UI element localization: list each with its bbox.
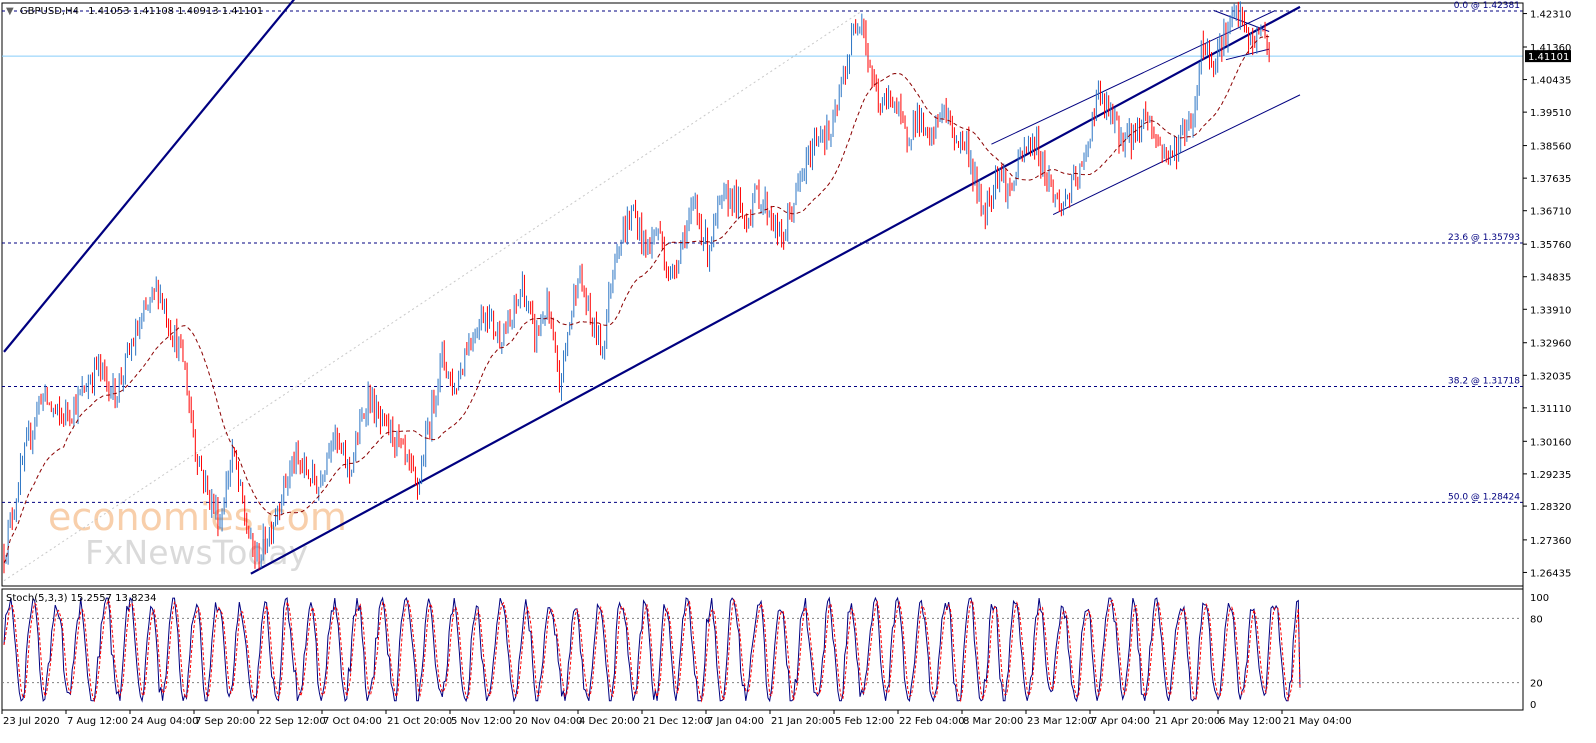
stoch-tick-label: 80 xyxy=(1530,614,1543,625)
axis-panel xyxy=(1524,0,1596,743)
x-tick-label: 21 Jan 20:00 xyxy=(771,716,834,727)
y-tick-label: 1.35760 xyxy=(1530,240,1571,251)
y-tick-label: 1.36710 xyxy=(1530,207,1571,218)
x-tick-label: 7 Aug 12:00 xyxy=(67,716,128,727)
x-tick-label: 22 Feb 04:00 xyxy=(899,716,965,727)
x-tick-label: 21 May 04:00 xyxy=(1283,716,1352,727)
y-tick-label: 1.26435 xyxy=(1530,568,1571,579)
stoch-main-line xyxy=(3,596,1301,703)
y-tick-label: 1.39510 xyxy=(1530,108,1571,119)
x-tick-label: 7 Sep 20:00 xyxy=(195,716,255,727)
x-tick-label: 5 Nov 12:00 xyxy=(451,716,512,727)
x-tick-label: 4 Dec 20:00 xyxy=(579,716,640,727)
x-tick-label: 21 Apr 20:00 xyxy=(1155,716,1220,727)
stoch-tick-label: 0 xyxy=(1530,700,1536,711)
wedge-lower xyxy=(1225,48,1270,61)
fib-level-label: 50.0 @ 1.28424 xyxy=(1448,492,1520,502)
time-axis: 23 Jul 2020 7 Aug 12:00 24 Aug 04:007 Sep … xyxy=(1,710,1352,727)
x-tick-label: 7 Oct 04:00 xyxy=(323,716,382,727)
x-tick-label: 24 Aug 04:00 xyxy=(131,716,198,727)
current-price-tag xyxy=(1525,50,1571,63)
x-tick-label: 6 May 12:00 xyxy=(1219,716,1281,727)
watermark-fxnewstoday: FxNewsToday xyxy=(85,533,308,572)
fib-level-label: 0.0 @ 1.42381 xyxy=(1454,1,1520,11)
fib-anchor-line xyxy=(3,10,863,582)
header-ohlc: 1.41053 1.41108 1.40913 1.41101 xyxy=(88,6,263,17)
y-tick-label: 1.42310 xyxy=(1530,10,1571,21)
x-tick-label: 22 Sep 12:00 xyxy=(259,716,326,727)
fibonacci-levels: 0.0 @ 1.42381 23.6 @ 1.35793 38.2 @ 1.3171… xyxy=(2,1,1523,503)
x-tick-label: 23 Jul 2020 xyxy=(3,716,60,727)
y-tick-label: 1.32035 xyxy=(1530,371,1571,382)
y-tick-label: 1.27360 xyxy=(1530,536,1571,547)
x-tick-label: 8 Mar 20:00 xyxy=(963,716,1023,727)
wedge-upper xyxy=(1213,9,1270,32)
stoch-tick-label: 100 xyxy=(1530,593,1549,604)
y-tick-label: 1.41360 xyxy=(1530,43,1571,54)
y-tick-label: 1.38560 xyxy=(1530,142,1571,153)
x-tick-label: 21 Dec 12:00 xyxy=(643,716,710,727)
price-axis: 1.42310 1.41360 1.40435 1.39510 1.38560 1.376… xyxy=(1522,0,1596,743)
stoch-tick-label: 20 xyxy=(1530,679,1543,690)
header-symbol: GBPUSD,H4 xyxy=(20,6,79,17)
x-tick-label: 7 Apr 04:00 xyxy=(1091,716,1150,727)
y-tick-label: 1.31110 xyxy=(1530,404,1571,415)
stochastic-indicator: 100 80 20 0 xyxy=(2,593,1549,711)
fib-level-label: 23.6 @ 1.35793 xyxy=(1448,233,1520,243)
x-tick-label: 5 Feb 12:00 xyxy=(835,716,894,727)
svg-text:▼ GBPUSD,H4 1.41053 1.: ▼ GBPUSD,H4 1.41053 1.41108 1.40913 1.41… xyxy=(6,6,263,17)
x-tick-label: 20 Nov 04:00 xyxy=(515,716,582,727)
moving-average xyxy=(3,35,1270,564)
y-tick-label: 1.33910 xyxy=(1530,305,1571,316)
y-tick-label: 1.32960 xyxy=(1530,339,1571,350)
header-arrow-icon: ▼ xyxy=(6,6,14,17)
y-tick-label: 1.28320 xyxy=(1530,502,1571,513)
y-tick-label: 1.30160 xyxy=(1530,437,1571,448)
y-tick-label: 1.34835 xyxy=(1530,273,1571,284)
stoch-header: Stoch(5,3,3) 15.2557 13.8234 xyxy=(6,593,157,604)
moving-average-line xyxy=(3,35,1270,564)
candlesticks xyxy=(3,1,1270,574)
current-price-label: 1.41101 xyxy=(1528,52,1569,63)
y-tick-label: 1.29235 xyxy=(1530,470,1571,481)
y-tick-label: 1.40435 xyxy=(1530,76,1571,87)
x-tick-label: 23 Mar 12:00 xyxy=(1027,716,1094,727)
fib-level-label: 38.2 @ 1.31718 xyxy=(1448,376,1520,386)
x-tick-label: 7 Jan 04:00 xyxy=(707,716,764,727)
trend-channel-line xyxy=(3,0,296,353)
y-tick-label: 1.37635 xyxy=(1530,174,1571,185)
stoch-signal-line xyxy=(3,598,1301,703)
x-tick-label: 21 Oct 20:00 xyxy=(387,716,452,727)
trend-channel-line xyxy=(250,5,1301,575)
